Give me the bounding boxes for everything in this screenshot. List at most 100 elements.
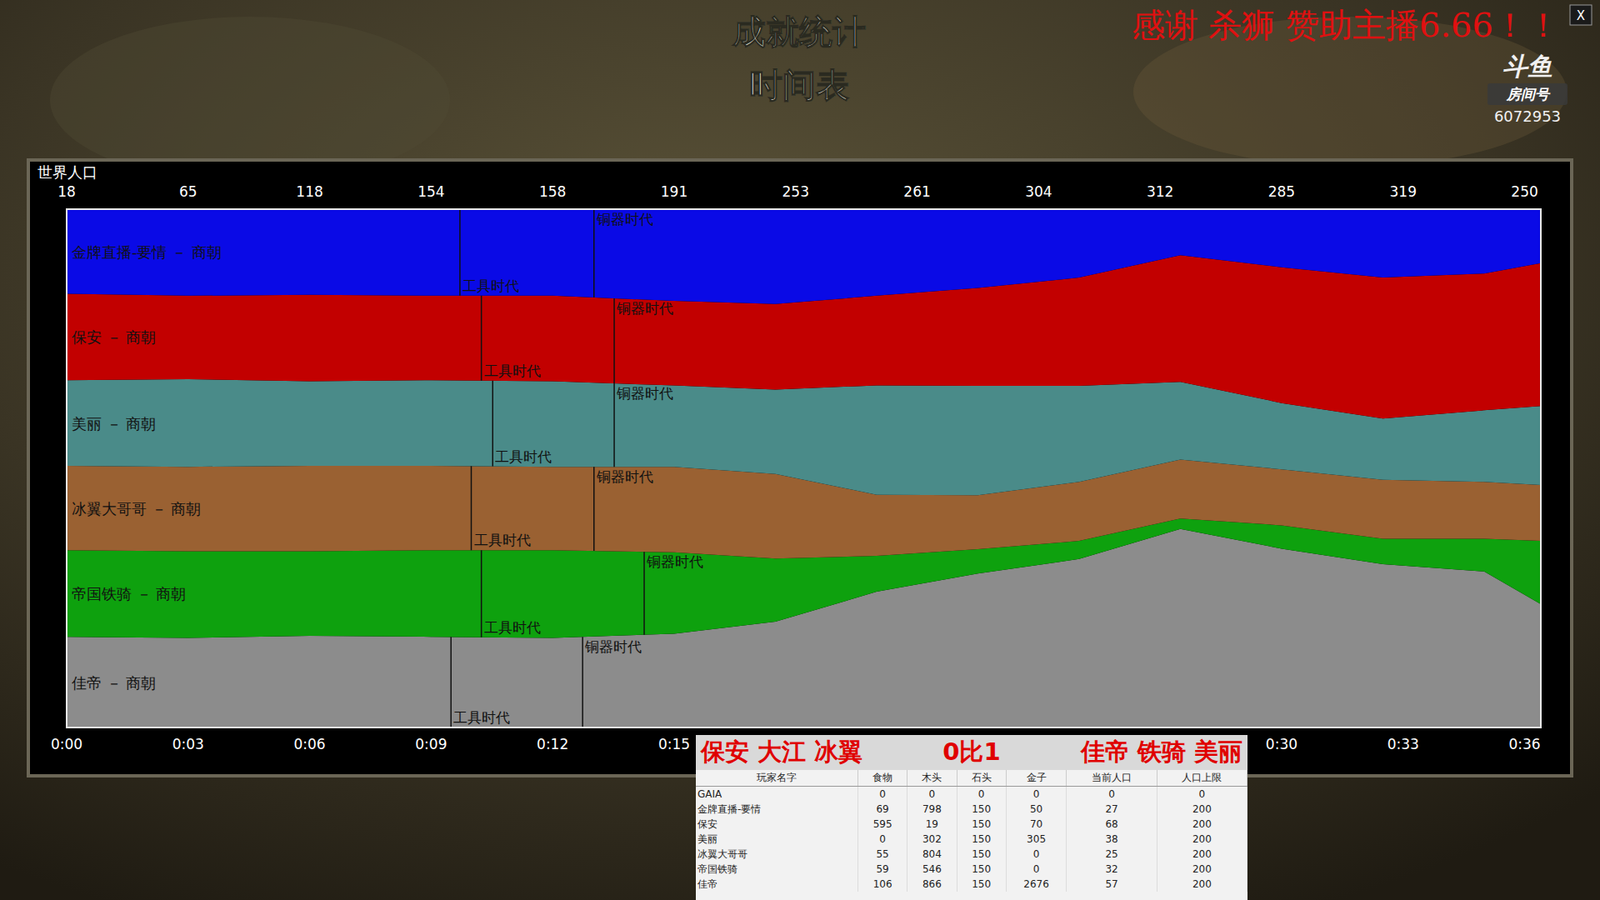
plot-labels: 佳帝 － 商朝工具时代铜器时代帝国铁骑 － 商朝工具时代铜器时代冰翼大哥哥 － … bbox=[71, 210, 704, 726]
score-header: 保安 大江 冰翼0比1佳帝 铁骑 美丽 bbox=[695, 735, 1248, 770]
table-cell: 200 bbox=[1156, 876, 1247, 892]
series-label: 冰翼大哥哥 － 商朝 bbox=[71, 500, 201, 518]
table-cell: 866 bbox=[907, 876, 957, 892]
column-header: 金子 bbox=[1005, 770, 1067, 787]
world-pop-label: 65 bbox=[179, 183, 198, 200]
table-cell: 200 bbox=[1156, 801, 1247, 817]
age-marker bbox=[593, 466, 595, 551]
column-header: 当前人口 bbox=[1066, 770, 1157, 787]
table-cell: 150 bbox=[956, 846, 1006, 862]
logo: 斗鱼 bbox=[1502, 51, 1553, 81]
x-tick-label: 0:15 bbox=[658, 735, 690, 753]
column-header: 人口上限 bbox=[1156, 770, 1247, 787]
table-cell: 798 bbox=[907, 801, 957, 817]
x-tick-label: 0:30 bbox=[1265, 735, 1298, 753]
background bbox=[0, 0, 1600, 900]
table-cell: 2676 bbox=[1005, 876, 1067, 892]
table-cell: 150 bbox=[956, 801, 1006, 817]
x-tick-label: 0:33 bbox=[1387, 735, 1420, 753]
table-cell: 50 bbox=[1005, 801, 1067, 817]
table-cell: 金牌直播-要情 bbox=[695, 801, 859, 817]
world-pop-label: 158 bbox=[539, 183, 566, 200]
age-marker bbox=[480, 550, 483, 637]
series-label: 美丽 － 商朝 bbox=[71, 415, 156, 433]
score-overlay: 保安 大江 冰翼0比1佳帝 铁骑 美丽玩家名字食物木头石头金子当前人口人口上限G… bbox=[695, 735, 1248, 900]
table-row: 金牌直播-要情697981505027200 bbox=[695, 801, 1248, 817]
table-cell: 302 bbox=[907, 831, 957, 847]
age-label: 工具时代 bbox=[484, 362, 541, 380]
table-cell: 0 bbox=[1066, 786, 1157, 803]
column-header: 食物 bbox=[858, 770, 908, 787]
world-pop-label: 154 bbox=[417, 183, 445, 200]
table-cell: 150 bbox=[956, 861, 1006, 877]
table-cell: 305 bbox=[1005, 831, 1067, 847]
table-cell: 0 bbox=[1005, 786, 1067, 803]
table-cell: 150 bbox=[956, 816, 1006, 832]
age-label: 铜器时代 bbox=[645, 553, 704, 570]
table-cell: 68 bbox=[1066, 816, 1157, 832]
room-label: 房间号 bbox=[1505, 85, 1551, 103]
table-cell: 冰翼大哥哥 bbox=[695, 846, 859, 862]
table-cell: 57 bbox=[1066, 876, 1157, 892]
team-right: 佳帝 铁骑 美丽 bbox=[1080, 735, 1243, 770]
age-marker bbox=[613, 298, 615, 384]
age-label: 铜器时代 bbox=[595, 210, 654, 228]
room-number: 6072953 bbox=[1494, 107, 1561, 125]
age-marker bbox=[643, 551, 645, 635]
age-marker bbox=[581, 636, 584, 728]
column-header: 石头 bbox=[956, 770, 1006, 787]
table-cell: 0 bbox=[907, 786, 957, 803]
age-marker bbox=[450, 636, 452, 728]
x-tick-label: 0:03 bbox=[172, 735, 205, 753]
table-cell: 200 bbox=[1156, 861, 1247, 877]
table-cell: 59 bbox=[858, 861, 908, 877]
x-tick-label: 0:12 bbox=[536, 735, 569, 753]
table-cell: 19 bbox=[907, 816, 957, 832]
table-cell: 150 bbox=[956, 831, 1006, 847]
table-cell: 美丽 bbox=[695, 831, 859, 847]
age-marker bbox=[593, 209, 595, 298]
column-header: 木头 bbox=[907, 770, 957, 787]
table-row: 佳帝106866150267657200 bbox=[695, 876, 1248, 892]
close-button[interactable] bbox=[1570, 5, 1592, 25]
age-label: 工具时代 bbox=[474, 531, 531, 549]
table-cell: 保安 bbox=[695, 816, 859, 832]
age-marker bbox=[492, 380, 495, 467]
age-label: 铜器时代 bbox=[584, 638, 642, 655]
world-pop-label: 118 bbox=[295, 183, 323, 200]
table-cell: 0 bbox=[858, 831, 908, 847]
world-pop-label: 261 bbox=[903, 183, 930, 200]
world-pop-label: 191 bbox=[660, 183, 688, 200]
table-cell: 200 bbox=[1156, 846, 1247, 862]
table-cell: 200 bbox=[1156, 816, 1247, 832]
chart-window bbox=[28, 160, 1572, 776]
table-cell: 25 bbox=[1066, 846, 1157, 862]
resource-table: 玩家名字食物木头石头金子当前人口人口上限GAIA000000金牌直播-要情697… bbox=[695, 770, 1248, 892]
table-cell: 55 bbox=[858, 846, 908, 862]
world-pop-label: 319 bbox=[1390, 183, 1417, 200]
age-label: 铜器时代 bbox=[615, 385, 674, 402]
age-label: 工具时代 bbox=[495, 448, 552, 465]
table-row: 保安595191507068200 bbox=[695, 816, 1248, 832]
x-tick-label: 0:06 bbox=[293, 735, 325, 753]
column-header: 玩家名字 bbox=[695, 770, 859, 787]
table-cell: 595 bbox=[858, 816, 908, 832]
series-label: 金牌直播-要情 － 商朝 bbox=[71, 243, 222, 261]
table-cell: 0 bbox=[858, 786, 908, 803]
table-row: 美丽030215030538200 bbox=[695, 831, 1248, 847]
age-marker bbox=[613, 383, 615, 467]
table-cell: 804 bbox=[907, 846, 957, 862]
series-label: 帝国铁骑 － 商朝 bbox=[71, 585, 186, 603]
donation-banner: 感谢 杀狮 赞助主播6.66！！ bbox=[1131, 5, 1561, 45]
table-cell: 70 bbox=[1005, 816, 1067, 832]
table-cell: 0 bbox=[1005, 846, 1067, 862]
table-cell: 27 bbox=[1066, 801, 1157, 817]
table-cell: 0 bbox=[1156, 786, 1247, 803]
series-label: 保安 － 商朝 bbox=[71, 328, 156, 346]
age-marker bbox=[459, 209, 461, 296]
table-cell: 69 bbox=[858, 801, 908, 817]
world-pop-label: 312 bbox=[1146, 183, 1174, 200]
header-row: 玩家名字食物木头石头金子当前人口人口上限 bbox=[695, 770, 1248, 787]
subtitle: 时间表 bbox=[749, 65, 850, 105]
world-pop-label: 285 bbox=[1268, 183, 1295, 200]
